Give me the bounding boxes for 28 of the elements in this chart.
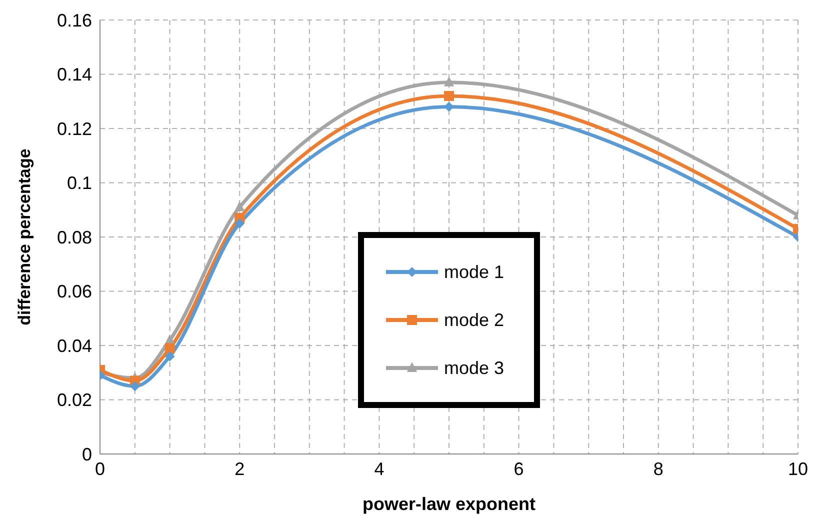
y-tick-label: 0.08 bbox=[56, 227, 92, 248]
y-tick-label: 0.02 bbox=[56, 390, 92, 410]
y-tick-label: 0.16 bbox=[56, 10, 92, 30]
y-tick-label: 0.14 bbox=[56, 64, 92, 85]
point bbox=[444, 90, 454, 101]
point bbox=[444, 102, 454, 112]
x-tick-label: 8 bbox=[653, 458, 664, 479]
y-axis-title: difference percentage bbox=[15, 148, 34, 326]
point bbox=[234, 201, 245, 212]
point bbox=[130, 381, 140, 392]
point bbox=[234, 218, 245, 228]
legend-label: mode 1 bbox=[444, 262, 504, 282]
x-axis-title: power-law exponent bbox=[362, 494, 536, 514]
x-tick-label: 0 bbox=[94, 458, 106, 479]
y-tick-label: 0.04 bbox=[56, 336, 92, 356]
legend-label: mode 3 bbox=[444, 358, 504, 378]
x-tick-label: 10 bbox=[788, 458, 808, 479]
legend-label: mode 2 bbox=[444, 310, 504, 330]
point bbox=[164, 343, 175, 354]
point bbox=[444, 76, 454, 86]
x-tick-label: 2 bbox=[234, 458, 245, 479]
y-tick-label: 0.12 bbox=[56, 118, 92, 139]
x-tick-label: 4 bbox=[374, 458, 384, 479]
point bbox=[164, 351, 175, 362]
y-tick-label: 0.06 bbox=[56, 282, 92, 302]
x-tick-label: 6 bbox=[514, 458, 524, 479]
y-tick-label: 0 bbox=[82, 444, 92, 464]
y-tick-label: 0.1 bbox=[66, 173, 92, 194]
